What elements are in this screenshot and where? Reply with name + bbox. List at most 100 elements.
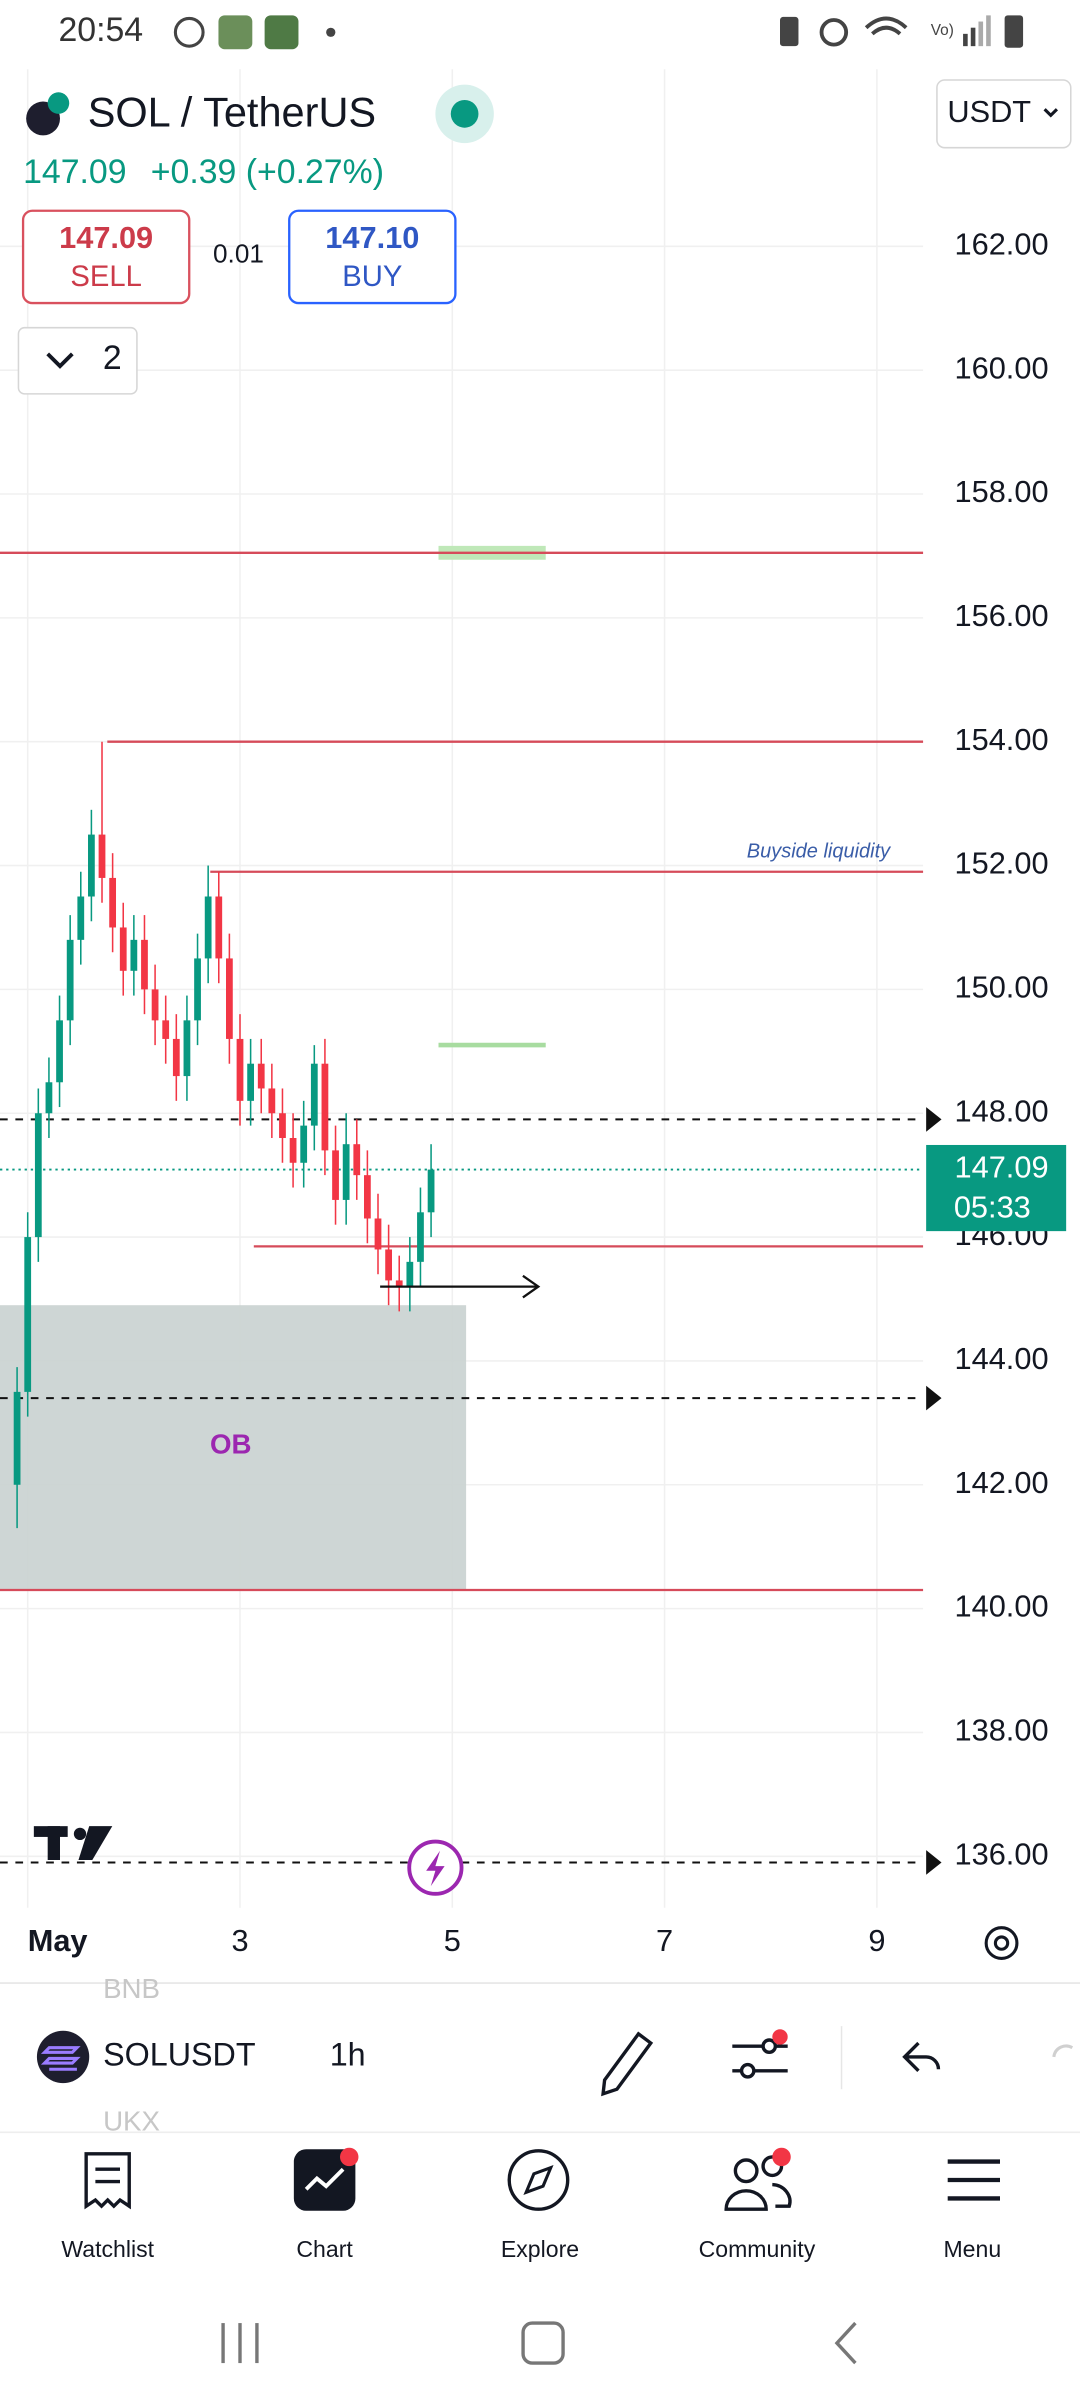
indicator-settings[interactable] bbox=[732, 2038, 788, 2079]
candle-body bbox=[56, 1020, 63, 1083]
nav-explore-icon[interactable] bbox=[507, 2149, 570, 2211]
y-tick-label: 138.00 bbox=[955, 1713, 1049, 1748]
candle-body bbox=[183, 1020, 191, 1077]
candle-body bbox=[417, 1212, 424, 1262]
order-block-zone bbox=[0, 1305, 467, 1591]
candle-body bbox=[257, 1063, 265, 1089]
candle-body bbox=[300, 1125, 308, 1163]
candle-body bbox=[141, 939, 148, 990]
draw-tool[interactable] bbox=[601, 2031, 654, 2097]
nav-explore-glyph bbox=[523, 2165, 554, 2195]
zone-label: OB bbox=[210, 1428, 252, 1459]
candle-body bbox=[363, 1175, 371, 1219]
candle-body bbox=[204, 896, 212, 959]
notification-dot bbox=[340, 2147, 359, 2167]
y-tick-label: 160.00 bbox=[955, 350, 1049, 385]
y-tick-label: 154.00 bbox=[955, 722, 1049, 757]
level-marker bbox=[926, 1107, 942, 1132]
x-tick-label: 9 bbox=[868, 1923, 885, 1958]
interval[interactable]: 1h bbox=[330, 2036, 366, 2072]
candle-body bbox=[353, 1144, 361, 1176]
symbol-title[interactable]: SOL / TetherUS bbox=[88, 88, 376, 135]
arrow-head bbox=[522, 1274, 541, 1299]
tradingview-logo bbox=[33, 1826, 113, 1860]
candle-body bbox=[385, 1249, 392, 1281]
faded-ticker: UKX bbox=[103, 2105, 160, 2136]
nav-label[interactable]: Explore bbox=[501, 2236, 579, 2262]
sell-label: SELL bbox=[70, 261, 141, 293]
system-nav[interactable] bbox=[221, 2321, 857, 2365]
y-tick-label: 162.00 bbox=[955, 226, 1049, 261]
y-tick-label: 150.00 bbox=[955, 970, 1049, 1005]
candle-body bbox=[98, 834, 106, 878]
candle-body bbox=[247, 1063, 255, 1101]
x-tick-label: 3 bbox=[231, 1923, 248, 1958]
x-tick-label: May bbox=[28, 1923, 88, 1958]
nav-label[interactable]: Menu bbox=[943, 2236, 1001, 2262]
nav-menu-icon[interactable] bbox=[947, 2159, 1000, 2201]
sell-button[interactable] bbox=[21, 209, 191, 305]
y-tick-label: 158.00 bbox=[955, 474, 1049, 509]
market-status-dot bbox=[450, 100, 479, 128]
y-tick-label: 140.00 bbox=[955, 1589, 1049, 1624]
x-tick-label: 7 bbox=[656, 1923, 673, 1958]
nav-chart-icon[interactable] bbox=[293, 2149, 356, 2211]
candle-body bbox=[395, 1280, 403, 1287]
candle-body bbox=[289, 1138, 297, 1163]
nav-chart-glyph bbox=[304, 2167, 345, 2191]
buy-price: 147.10 bbox=[325, 220, 419, 255]
currency-button[interactable] bbox=[936, 79, 1072, 149]
indicator-count: 2 bbox=[103, 339, 122, 377]
candle-body bbox=[236, 1038, 244, 1101]
ticker-logo-mark bbox=[40, 2046, 81, 2071]
candle-body bbox=[66, 939, 74, 1021]
candle-body bbox=[374, 1218, 382, 1250]
price-label-box bbox=[926, 1144, 1067, 1232]
candle-body bbox=[342, 1144, 350, 1200]
y-tick-label: 152.00 bbox=[955, 846, 1049, 881]
candle-body bbox=[172, 1038, 180, 1077]
candle-body bbox=[406, 1261, 414, 1287]
candle-body bbox=[151, 989, 159, 1021]
price-label: 147.09 bbox=[955, 1150, 1049, 1185]
indicator-toggle[interactable] bbox=[17, 326, 138, 395]
notification-dot bbox=[772, 2147, 791, 2167]
price-change: +0.39 (+0.27%) bbox=[151, 153, 384, 191]
candle-body bbox=[427, 1169, 435, 1213]
candle-body bbox=[119, 927, 127, 971]
status-time: 20:54 bbox=[58, 11, 143, 49]
y-tick-label: 142.00 bbox=[955, 1465, 1049, 1500]
candle-body bbox=[24, 1237, 32, 1392]
nav-label[interactable]: Watchlist bbox=[61, 2236, 154, 2262]
undo-button[interactable] bbox=[902, 2041, 941, 2072]
candle-body bbox=[34, 1113, 42, 1238]
annotation-label: Buyside liquidity bbox=[747, 841, 891, 863]
candle-body bbox=[310, 1063, 318, 1126]
candle-body bbox=[109, 877, 117, 928]
candle-body bbox=[215, 896, 223, 959]
candle-body bbox=[332, 1150, 339, 1200]
nav-watchlist[interactable] bbox=[84, 2152, 131, 2210]
sell-price: 147.09 bbox=[59, 220, 153, 255]
nav-label[interactable]: Community bbox=[699, 2236, 816, 2262]
buy-button[interactable] bbox=[288, 209, 457, 305]
candle-body bbox=[279, 1113, 286, 1139]
nav-label[interactable]: Chart bbox=[296, 2236, 353, 2262]
candle-body bbox=[194, 958, 201, 1021]
currency-chevron bbox=[1043, 108, 1059, 118]
currency-label: USDT bbox=[947, 94, 1031, 129]
indicator-chevron bbox=[46, 352, 74, 369]
faded-ticker: BNB bbox=[103, 1973, 160, 2004]
settings-button[interactable] bbox=[984, 1926, 1019, 1961]
ticker[interactable]: SOLUSDT bbox=[103, 2036, 256, 2072]
candle-body bbox=[45, 1082, 53, 1114]
symbol-logo-badge bbox=[47, 92, 70, 114]
chart: 136.00138.00140.00142.00144.00146.00148.… bbox=[0, 69, 1067, 1958]
y-tick-label: 144.00 bbox=[955, 1341, 1049, 1376]
svg-text:Vo): Vo) bbox=[931, 22, 954, 39]
y-tick-label: 136.00 bbox=[955, 1836, 1049, 1871]
spread: 0.01 bbox=[213, 238, 264, 268]
lightning-icon bbox=[426, 1850, 445, 1887]
redo-button[interactable] bbox=[1052, 2044, 1074, 2058]
